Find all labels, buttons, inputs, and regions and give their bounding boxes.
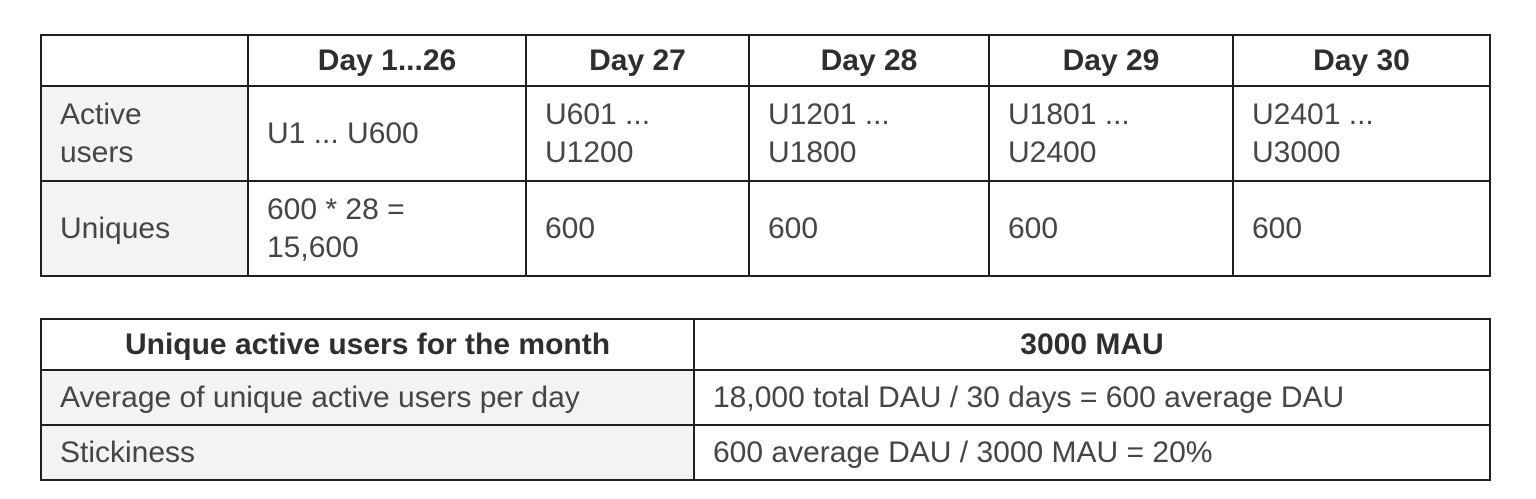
row-label-uniques: Uniques (40, 180, 249, 277)
row-label-active-users: Active users (40, 85, 249, 182)
summary-header-row: Unique active users for the month 3000 M… (40, 318, 1491, 371)
summary-header-label: Unique active users for the month (40, 318, 695, 371)
column-header-day-29: Day 29 (988, 34, 1234, 87)
column-header-day-1-26: Day 1...26 (247, 34, 527, 87)
summary-row-stickiness: Stickiness 600 average DAU / 3000 MAU = … (40, 424, 1491, 481)
cell-active-users-day-1-26: U1 ... U600 (247, 85, 527, 182)
daily-active-users-table: Day 1...26 Day 27 Day 28 Day 29 Day 30 A… (40, 34, 1491, 277)
cell-uniques-day-28: 600 (748, 180, 990, 277)
cell-stickiness-value: 600 average DAU / 3000 MAU = 20% (693, 424, 1491, 481)
cell-uniques-day-1-26: 600 * 28 = 15,600 (247, 180, 527, 277)
corner-header-cell (40, 34, 249, 87)
table-header-row: Day 1...26 Day 27 Day 28 Day 29 Day 30 (40, 34, 1491, 87)
cell-uniques-day-29: 600 (988, 180, 1234, 277)
table-row-uniques: Uniques 600 * 28 = 15,600 600 600 600 60… (40, 180, 1491, 277)
cell-uniques-day-30: 600 (1232, 180, 1491, 277)
column-header-day-28: Day 28 (748, 34, 990, 87)
row-label-average-dau: Average of unique active users per day (40, 369, 695, 426)
summary-row-average-dau: Average of unique active users per day 1… (40, 369, 1491, 426)
column-header-day-30: Day 30 (1232, 34, 1491, 87)
monthly-summary-table: Unique active users for the month 3000 M… (40, 318, 1491, 481)
cell-active-users-day-27: U601 ... U1200 (525, 85, 750, 182)
cell-active-users-day-29: U1801 ... U2400 (988, 85, 1234, 182)
row-label-stickiness: Stickiness (40, 424, 695, 481)
cell-active-users-day-28: U1201 ... U1800 (748, 85, 990, 182)
column-header-day-27: Day 27 (525, 34, 750, 87)
cell-uniques-day-27: 600 (525, 180, 750, 277)
table-row-active-users: Active users U1 ... U600 U601 ... U1200 … (40, 85, 1491, 182)
cell-average-dau-value: 18,000 total DAU / 30 days = 600 average… (693, 369, 1491, 426)
cell-active-users-day-30: U2401 ... U3000 (1232, 85, 1491, 182)
summary-header-value: 3000 MAU (693, 318, 1491, 371)
page: Day 1...26 Day 27 Day 28 Day 29 Day 30 A… (40, 34, 1491, 481)
